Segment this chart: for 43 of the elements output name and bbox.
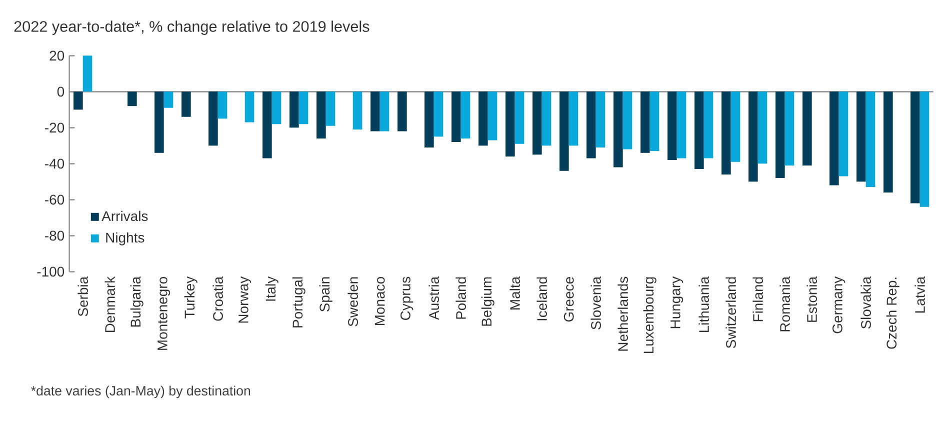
x-tick-label: Slovenia: [590, 276, 601, 330]
y-tick-label: -40: [45, 158, 64, 169]
x-tick-label: Slovakia: [860, 276, 871, 329]
x-tick-label: Luxembourg: [643, 277, 656, 354]
x-tick-label: Belgium: [481, 277, 494, 326]
x-tick-label: Latvia: [914, 276, 925, 313]
x-tick-label: Portugal: [292, 277, 306, 328]
x-tick-label: Lithuania: [698, 276, 709, 332]
x-tick-label: Italy: [265, 276, 278, 301]
x-tick-label: Croatia: [212, 276, 223, 321]
x-tick-label: Iceland: [536, 277, 547, 320]
y-tick-label: -60: [45, 194, 64, 205]
x-tick-label: Denmark: [104, 276, 115, 332]
x-tick-label: Estonia: [806, 276, 817, 322]
x-tick-label: Malta: [510, 276, 520, 310]
y-tick-label: -20: [45, 122, 64, 133]
x-tick-label: Sweden: [348, 277, 358, 326]
y-tick-label: -100: [37, 266, 64, 277]
y-tick-label: 20: [50, 50, 64, 61]
x-tick-label: Netherlands: [618, 276, 628, 351]
x-tick-label: Germany: [832, 276, 846, 334]
x-tick-label: Austria: [428, 276, 439, 320]
x-tick-label: Poland: [456, 277, 466, 319]
x-tick-label: Monaco: [374, 276, 385, 326]
chart-title: 2022 year-to-date*, % change relative to 2019 levels: [14, 20, 370, 35]
y-tick-label: 0: [57, 86, 64, 97]
x-tick-label: Finland: [752, 277, 763, 322]
x-tick-label: Turkey: [184, 276, 198, 318]
text: *date varies (Jan-May) by destination: [31, 386, 250, 398]
x-tick-label: Bulgaria: [130, 276, 144, 327]
y-tick-label: -80: [45, 230, 64, 241]
x-tick-label: Spain: [319, 277, 332, 312]
x-tick-label: Hungary: [670, 276, 684, 328]
x-tick-label: Switzerland: [726, 277, 736, 348]
x-tick-label: Greece: [564, 277, 574, 322]
x-tick-label: Norway: [238, 276, 252, 323]
legend-label: Arrivals: [102, 210, 148, 222]
x-tick-label: Montenegro: [158, 276, 170, 350]
x-tick-label: Czech Rep.: [886, 278, 900, 349]
legend-label: Nights: [106, 232, 144, 246]
x-tick-label: Serbia: [78, 276, 88, 316]
x-tick-label: Romania: [780, 276, 790, 332]
x-tick-label: Cyprus: [400, 276, 414, 320]
